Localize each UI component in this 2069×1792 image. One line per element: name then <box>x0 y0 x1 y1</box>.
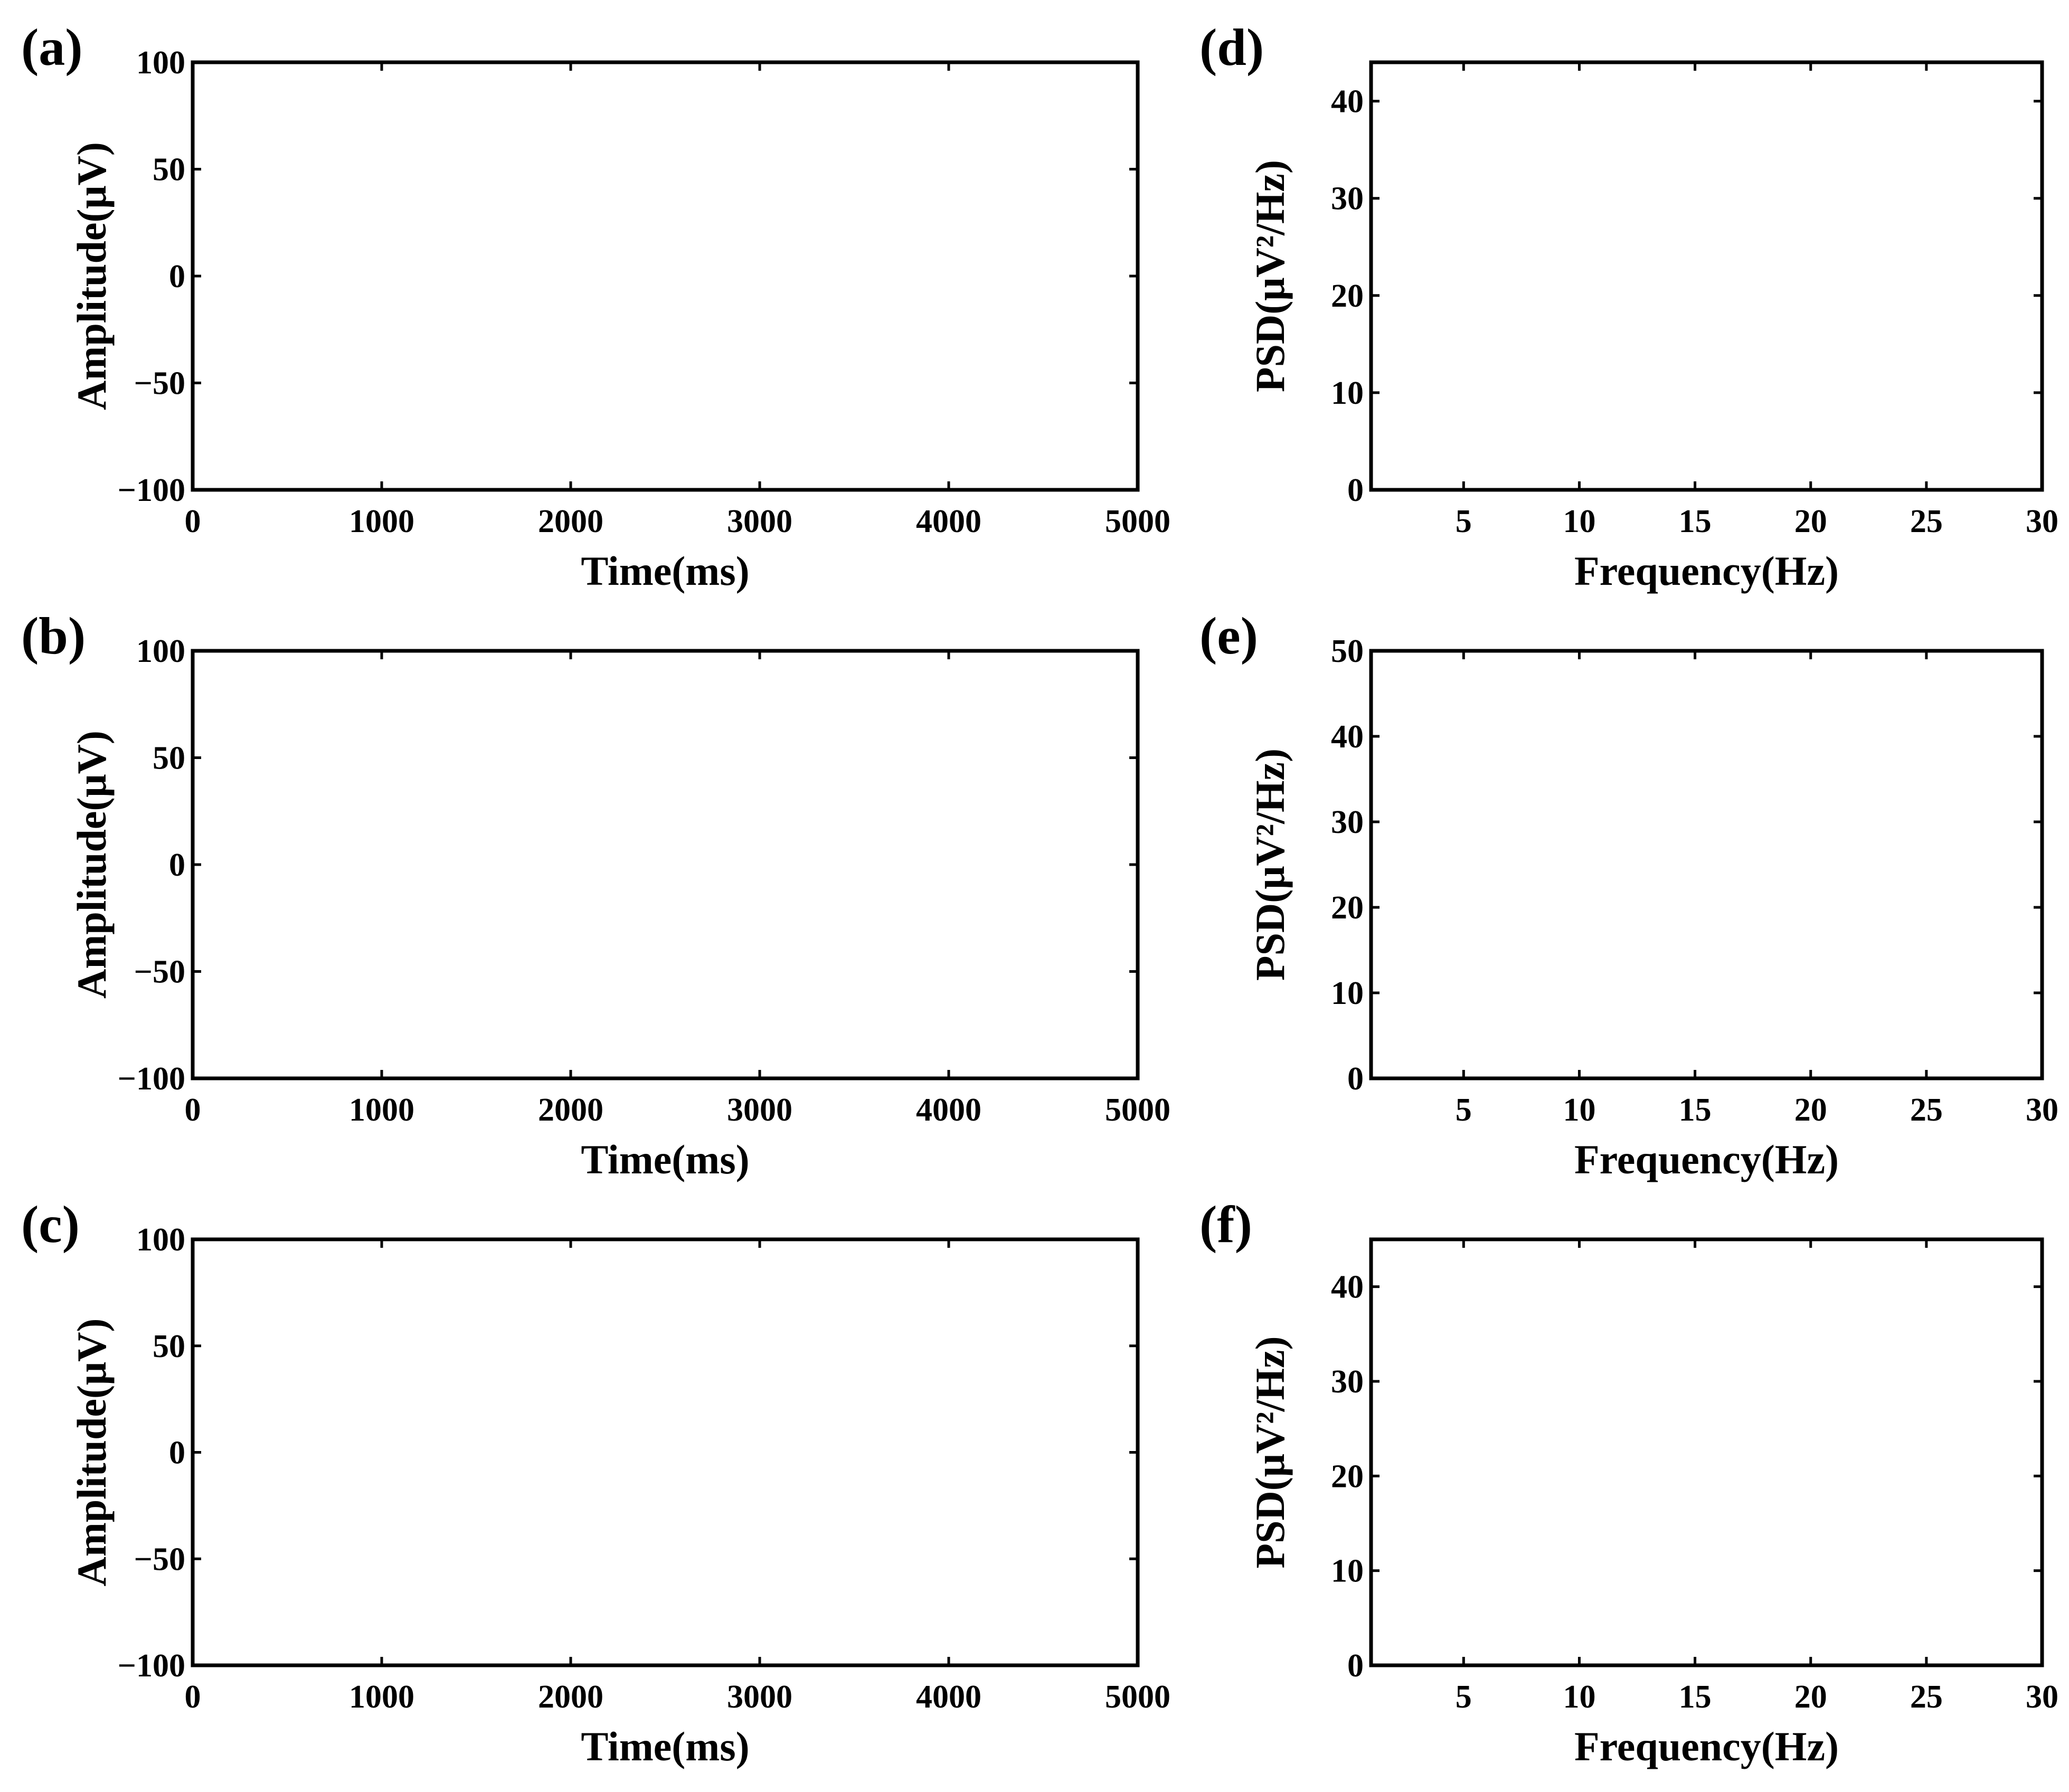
y-tick-label: 0 <box>169 847 185 883</box>
y-tick-label: 50 <box>153 1329 185 1364</box>
x-tick-label: 10 <box>1563 1092 1595 1128</box>
chart-panel-c: 0 1000 2000 3000 4000 5000 100 50 0 −50 −100 Time(m… <box>21 1195 1170 1769</box>
x-tick-label: 2000 <box>538 1092 603 1128</box>
axes-frame <box>191 60 1140 492</box>
x-tick-label: 4000 <box>916 504 981 539</box>
x-axis-title: Time(ms) <box>581 548 749 594</box>
y-axis-title: Amplitude(μV) <box>69 142 115 410</box>
x-tick-label: 1000 <box>349 1679 414 1715</box>
y-axis-title: Amplitude(μV) <box>69 1319 115 1587</box>
y-tick-label: 10 <box>1331 975 1364 1011</box>
axes-frame <box>1369 1237 2044 1667</box>
chart-panel-a: 0 1000 2000 3000 4000 5000 100 50 0 −50 −100 Time(m… <box>21 18 1170 594</box>
y-tick-label: 40 <box>1331 1269 1364 1305</box>
y-tick-label: 50 <box>153 741 185 776</box>
x-tick-label: 20 <box>1794 1679 1827 1715</box>
x-tick-label: 15 <box>1679 504 1712 539</box>
x-tick-label: 10 <box>1563 1679 1595 1715</box>
y-tick-label: 20 <box>1331 278 1364 314</box>
axes-frame <box>1369 649 2044 1080</box>
x-axis-title: Frequency(Hz) <box>1574 1723 1839 1769</box>
y-axis-title: PSD(μV²/Hz) <box>1247 748 1293 981</box>
x-tick-label: 0 <box>185 504 201 539</box>
x-tick-label: 30 <box>2026 504 2058 539</box>
x-tick-label: 5000 <box>1105 1679 1170 1715</box>
x-tick-label: 25 <box>1910 504 1943 539</box>
y-tick-label: 10 <box>1331 1553 1364 1589</box>
x-tick-label: 5 <box>1456 1679 1472 1715</box>
y-tick-label: 50 <box>153 152 185 188</box>
panel-label: (e) <box>1199 606 1258 665</box>
panel-label: (c) <box>21 1195 80 1254</box>
y-tick-label: 30 <box>1331 1364 1364 1400</box>
y-axis-title: Amplitude(μV) <box>69 731 115 999</box>
y-tick-label: 50 <box>1331 633 1364 669</box>
x-tick-label: 30 <box>2026 1679 2058 1715</box>
x-tick-label: 3000 <box>727 1679 792 1715</box>
x-tick-label: 20 <box>1794 1092 1827 1128</box>
y-tick-label: −100 <box>118 472 185 508</box>
y-tick-label: −100 <box>118 1061 185 1097</box>
panel-label: (a) <box>21 18 83 77</box>
y-tick-label: 100 <box>136 1222 185 1258</box>
y-tick-label: 30 <box>1331 181 1364 217</box>
x-tick-label: 5 <box>1456 504 1472 539</box>
axes-frame <box>1369 60 2044 492</box>
x-tick-label: 25 <box>1910 1679 1943 1715</box>
x-axis-title: Time(ms) <box>581 1723 749 1769</box>
y-tick-label: −50 <box>134 954 185 990</box>
y-tick-label: 30 <box>1331 804 1364 840</box>
y-tick-label: −50 <box>134 366 185 402</box>
x-axis-title: Frequency(Hz) <box>1574 1136 1839 1182</box>
x-tick-label: 5000 <box>1105 1092 1170 1128</box>
y-tick-label: 20 <box>1331 1458 1364 1494</box>
chart-panel-b: 0 1000 2000 3000 4000 5000 100 50 0 −50 −100 Time(m… <box>21 606 1170 1182</box>
x-tick-label: 1000 <box>349 504 414 539</box>
chart-panel-e: 5 10 15 20 25 30 50 40 30 20 10 0 Frequency(Hz) PSD(μ… <box>1199 606 2058 1182</box>
x-tick-label: 5 <box>1456 1092 1472 1128</box>
x-tick-label: 0 <box>185 1679 201 1715</box>
y-tick-label: 10 <box>1331 375 1364 411</box>
x-axis-title: Frequency(Hz) <box>1574 548 1839 594</box>
x-tick-label: 0 <box>185 1092 201 1128</box>
x-tick-label: 30 <box>2026 1092 2058 1128</box>
y-axis-title: PSD(μV²/Hz) <box>1247 1336 1293 1568</box>
y-tick-label: 0 <box>1347 472 1364 508</box>
y-tick-label: 40 <box>1331 719 1364 755</box>
y-tick-label: 0 <box>169 259 185 295</box>
y-tick-label: −50 <box>134 1541 185 1577</box>
y-tick-label: 40 <box>1331 84 1364 120</box>
axes-frame <box>191 1237 1140 1667</box>
x-tick-label: 4000 <box>916 1092 981 1128</box>
y-tick-label: 100 <box>136 45 185 81</box>
panel-label: (d) <box>1199 18 1264 77</box>
x-tick-label: 1000 <box>349 1092 414 1128</box>
x-tick-label: 3000 <box>727 504 792 539</box>
panel-label: (f) <box>1199 1195 1252 1254</box>
x-tick-label: 5000 <box>1105 504 1170 539</box>
chart-panel-f: 5 10 15 20 25 30 40 30 20 10 0 Frequency(Hz) PSD(μV²… <box>1199 1195 2058 1769</box>
x-tick-label: 2000 <box>538 1679 603 1715</box>
x-tick-label: 2000 <box>538 504 603 539</box>
y-tick-label: −100 <box>118 1648 185 1684</box>
x-tick-label: 10 <box>1563 504 1595 539</box>
y-tick-label: 0 <box>169 1435 185 1471</box>
x-tick-label: 4000 <box>916 1679 981 1715</box>
x-tick-label: 20 <box>1794 504 1827 539</box>
x-tick-label: 15 <box>1679 1679 1712 1715</box>
panel-label: (b) <box>21 606 86 665</box>
x-tick-label: 25 <box>1910 1092 1943 1128</box>
axes-frame <box>191 649 1140 1080</box>
chart-panel-d: 5 10 15 20 25 30 40 30 20 10 0 Frequency(Hz) PSD(μV²… <box>1199 18 2058 594</box>
y-tick-label: 0 <box>1347 1061 1364 1097</box>
y-tick-label: 20 <box>1331 890 1364 926</box>
y-tick-label: 100 <box>136 633 185 669</box>
y-axis-title: PSD(μV²/Hz) <box>1247 160 1293 392</box>
x-tick-label: 15 <box>1679 1092 1712 1128</box>
x-tick-label: 3000 <box>727 1092 792 1128</box>
y-tick-label: 0 <box>1347 1648 1364 1684</box>
x-axis-title: Time(ms) <box>581 1136 749 1182</box>
